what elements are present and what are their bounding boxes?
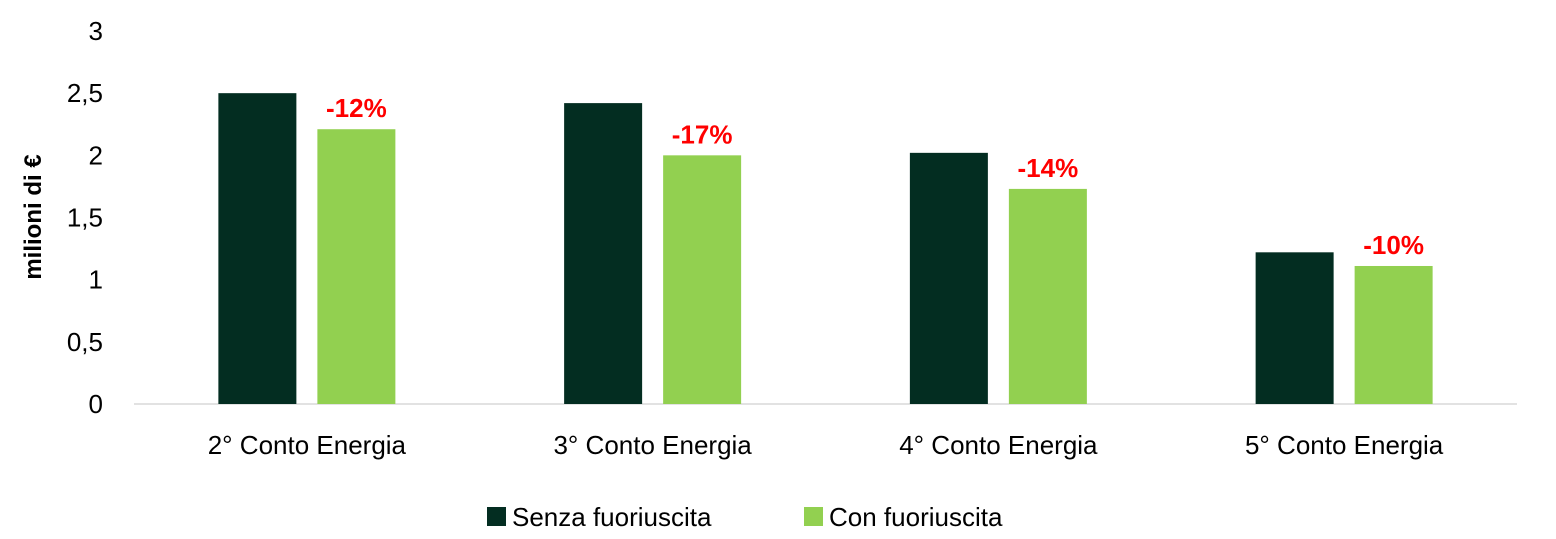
percent-change-label: -12% (326, 93, 387, 123)
annotation-labels: -12% -17% -14% -10% (326, 93, 1424, 260)
x-tick-label: 4° Conto Energia (899, 430, 1098, 460)
y-axis-title: milioni di € (20, 154, 47, 279)
legend-item: Senza fuoriuscita (487, 502, 712, 532)
legend-item: Con fuoriuscita (804, 502, 1003, 532)
y-tick-label: 2,5 (67, 78, 103, 108)
x-axis-labels: 2° Conto Energia 3° Conto Energia 4° Conto… (208, 430, 1444, 460)
legend: Senza fuoriuscita Con fuoriuscita (487, 502, 1003, 532)
percent-change-label: -14% (1018, 153, 1079, 183)
legend-swatch (487, 507, 506, 526)
y-axis-ticks: 0 0,5 1 1,5 2 2,5 3 (67, 16, 103, 419)
bar-con-fuoriuscita (1008, 188, 1087, 404)
bar-con-fuoriuscita (663, 155, 742, 404)
legend-label: Con fuoriuscita (829, 502, 1003, 532)
bar-con-fuoriuscita (317, 129, 396, 404)
y-tick-label: 3 (89, 16, 103, 46)
bar-senza-fuoriuscita (564, 103, 643, 404)
y-tick-label: 0,5 (67, 327, 103, 357)
percent-change-label: -17% (672, 119, 733, 149)
x-tick-label: 2° Conto Energia (208, 430, 407, 460)
x-tick-label: 5° Conto Energia (1245, 430, 1444, 460)
x-tick-label: 3° Conto Energia (553, 430, 752, 460)
y-tick-label: 0 (89, 389, 103, 419)
bar-con-fuoriuscita (1354, 265, 1433, 404)
bar-senza-fuoriuscita (218, 93, 297, 405)
y-tick-label: 1,5 (67, 203, 103, 233)
bars (218, 93, 1433, 405)
legend-label: Senza fuoriuscita (512, 502, 712, 532)
bar-senza-fuoriuscita (909, 152, 988, 404)
y-tick-label: 1 (89, 265, 103, 295)
bar-senza-fuoriuscita (1255, 252, 1334, 404)
legend-swatch (804, 507, 823, 526)
percent-change-label: -10% (1363, 230, 1424, 260)
y-tick-label: 2 (89, 140, 103, 170)
